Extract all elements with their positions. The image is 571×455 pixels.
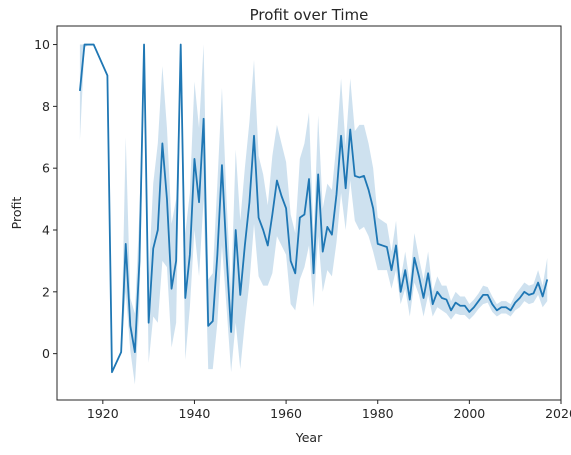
series-line-0	[79, 43, 549, 374]
y-tick-label: 8	[42, 99, 50, 114]
y-tick-label: 6	[42, 161, 50, 176]
x-axis-label: Year	[295, 430, 323, 445]
y-axis: 0 2 4 6 8 10	[34, 37, 57, 361]
x-tick-label: 2000	[453, 406, 485, 421]
y-tick-label: 0	[42, 346, 50, 361]
y-tick-label: 2	[42, 284, 50, 299]
chart-title: Profit over Time	[250, 6, 369, 24]
y-tick-label: 4	[42, 223, 50, 238]
x-tick-label: 1940	[179, 406, 211, 421]
y-axis-label: Profit	[9, 197, 24, 230]
x-tick-label: 1980	[362, 406, 394, 421]
confidence-band-0	[79, 44, 548, 385]
x-tick-label: 1920	[87, 406, 119, 421]
axes-frame	[56, 25, 562, 401]
x-tick-label: 1960	[270, 406, 302, 421]
y-tick-label: 10	[34, 37, 50, 52]
plot-area	[79, 43, 549, 385]
